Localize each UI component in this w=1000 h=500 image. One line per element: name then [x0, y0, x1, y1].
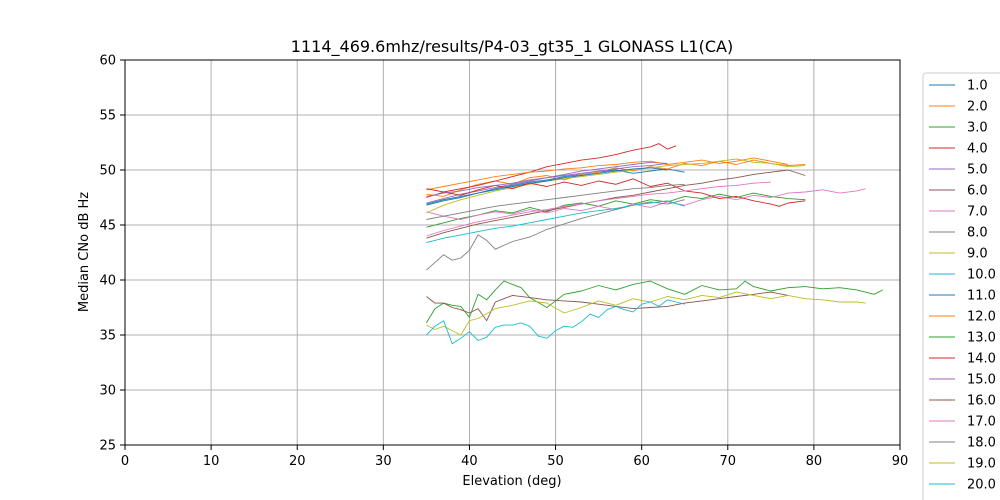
series-line-3.0 — [426, 192, 806, 228]
y-tick-label: 40 — [99, 274, 116, 289]
x-axis-label: Elevation (deg) — [462, 474, 561, 489]
legend-entry: 1.0 — [967, 79, 988, 94]
legend-entry: 9.0 — [967, 247, 988, 262]
series-line-15.0 — [426, 162, 668, 197]
y-tick-label: 45 — [99, 219, 116, 234]
legend-entry: 6.0 — [967, 184, 988, 199]
y-tick-label: 50 — [99, 164, 116, 179]
series-line-11.0 — [426, 167, 668, 205]
chart-title: 1114_469.6mhz/results/P4-03_gt35_1 GLONA… — [291, 37, 733, 57]
series-line-12.0 — [426, 157, 789, 191]
legend-entry: 14.0 — [967, 352, 996, 367]
series-line-18.0 — [426, 183, 685, 220]
y-axis-label: Median CNo dB Hz — [77, 192, 92, 312]
series-line-10.0 — [426, 200, 685, 244]
legend-entry: 7.0 — [967, 205, 988, 220]
x-tick-label: 10 — [203, 454, 220, 469]
x-tick-label: 90 — [892, 454, 909, 469]
legend-entry: 20.0 — [967, 478, 996, 493]
legend-entry: 10.0 — [967, 268, 996, 283]
y-tick-label: 30 — [99, 384, 116, 399]
x-tick-label: 0 — [121, 454, 129, 469]
y-tick-label: 60 — [99, 54, 116, 69]
legend-entry: 16.0 — [967, 394, 996, 409]
series-line-4.0 — [426, 143, 677, 198]
legend-entry: 19.0 — [967, 457, 996, 472]
plot-frame — [124, 59, 901, 446]
legend-entry: 12.0 — [967, 310, 996, 325]
x-tick-label: 80 — [806, 454, 823, 469]
series-line-7.0 — [426, 188, 866, 220]
x-tick-label: 60 — [633, 454, 650, 469]
x-tick-label: 20 — [289, 454, 306, 469]
legend-entry: 11.0 — [967, 289, 996, 304]
legend-entry: 15.0 — [967, 373, 996, 388]
y-axis-ticks: 25 30 35 40 45 50 55 60 — [99, 54, 125, 454]
legend: 1.0 2.0 3.0 4.0 5.0 6.0 7.0 8.0 9.0 10.0 11.0 12.0 1… — [922, 72, 1000, 500]
series-line-19.0 — [426, 291, 866, 336]
legend-box — [922, 72, 1000, 500]
series-line-17.0 — [426, 181, 771, 237]
series-line-13.0 — [426, 280, 884, 324]
x-tick-label: 40 — [461, 454, 478, 469]
legend-entry: 3.0 — [967, 121, 988, 136]
series-line-1.0 — [426, 168, 685, 206]
x-tick-label: 70 — [720, 454, 737, 469]
x-tick-label: 50 — [547, 454, 564, 469]
legend-entry: 13.0 — [967, 331, 996, 346]
series-line-6.0 — [426, 169, 806, 239]
x-axis-ticks: 0 10 20 30 40 50 60 70 80 90 — [121, 445, 908, 469]
x-tick-label: 30 — [375, 454, 392, 469]
y-tick-label: 25 — [99, 439, 116, 454]
legend-entry: 5.0 — [967, 163, 988, 178]
legend-entry: 4.0 — [967, 142, 988, 157]
y-tick-label: 35 — [99, 329, 116, 344]
legend-entry: 18.0 — [967, 436, 996, 451]
legend-entry: 2.0 — [967, 100, 988, 115]
series-line-16.0 — [426, 291, 789, 322]
legend-entry: 8.0 — [967, 226, 988, 241]
legend-entry: 17.0 — [967, 415, 996, 430]
plot-lines — [426, 143, 884, 345]
series-line-20.0 — [426, 299, 685, 345]
y-tick-label: 55 — [99, 109, 116, 124]
